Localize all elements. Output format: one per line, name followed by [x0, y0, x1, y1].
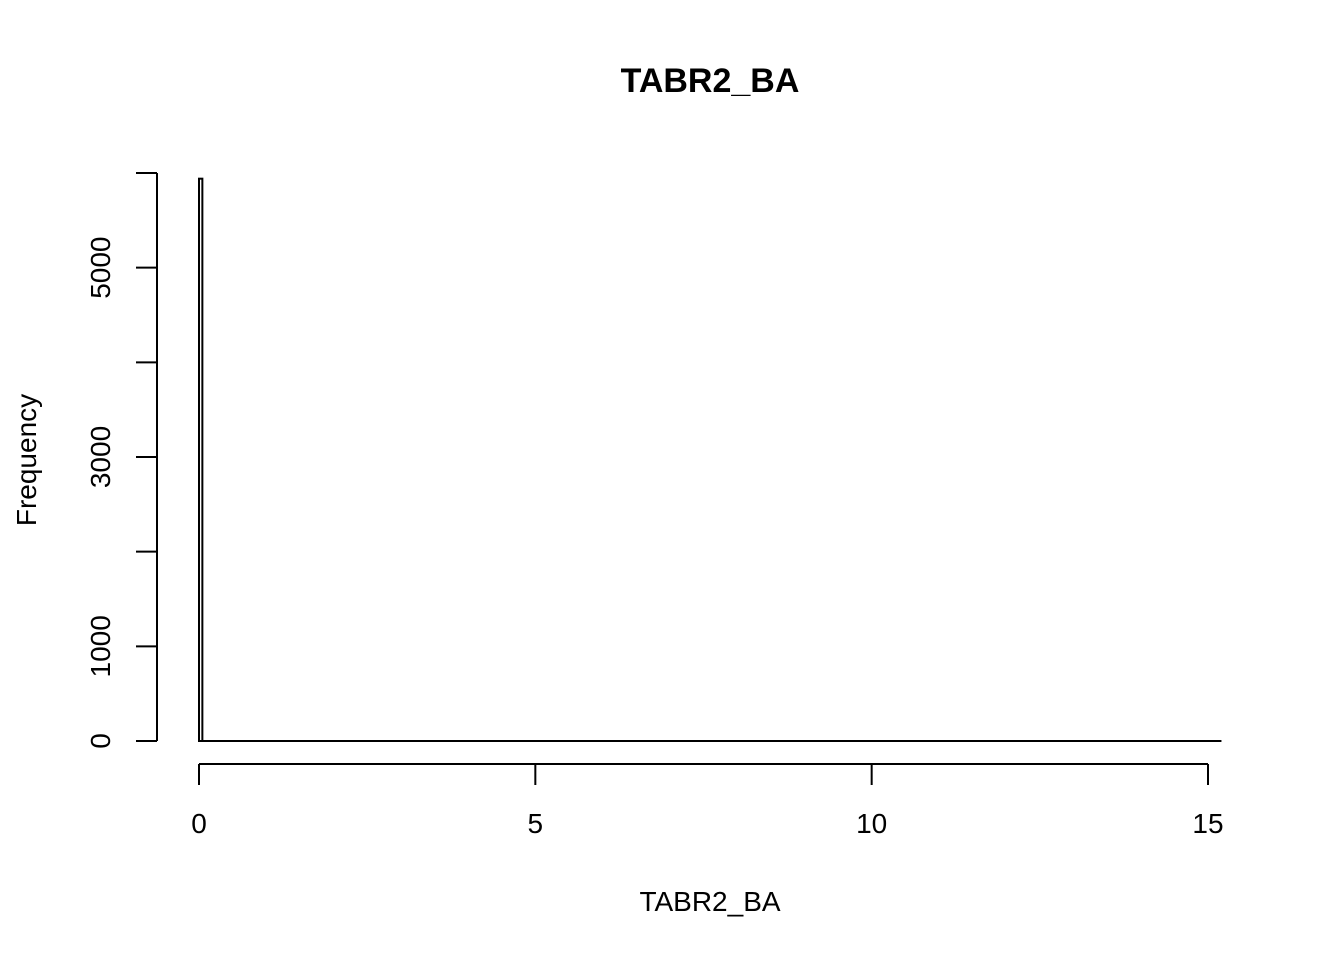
y-axis-label: Frequency	[11, 394, 42, 526]
y-axis: 0 1000 3000 5000	[85, 172, 158, 749]
x-tick-label: 5	[528, 808, 544, 839]
bars-layer	[198, 177, 1222, 742]
x-axis: 0 5 10 15	[191, 763, 1224, 839]
histogram-bar	[198, 177, 204, 742]
x-tick-label: 0	[191, 808, 207, 839]
chart-title: TABR2_BA	[621, 62, 800, 100]
axes-layer: 0 5 10 15 0 1000 3000 5000	[85, 172, 1224, 839]
x-tick-label: 10	[856, 808, 887, 839]
y-tick-label: 3000	[85, 426, 116, 488]
y-tick-label: 5000	[85, 237, 116, 299]
y-tick-label: 1000	[85, 615, 116, 677]
x-tick-label: 15	[1192, 808, 1223, 839]
x-axis-label: TABR2_BA	[639, 886, 780, 917]
y-tick-label: 0	[85, 733, 116, 749]
